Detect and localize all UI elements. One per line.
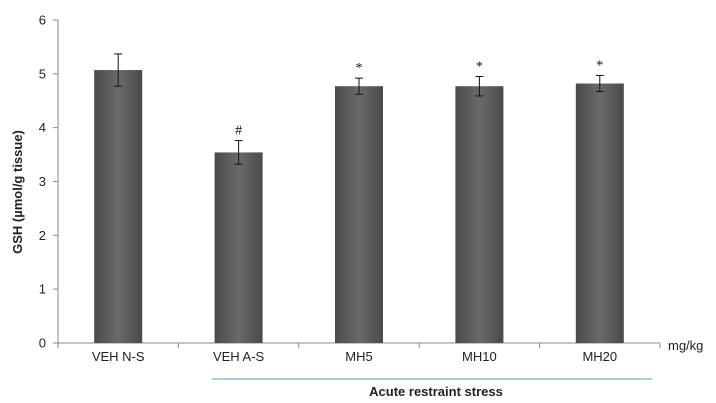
y-tick-label: 1 [39,282,46,297]
y-tick-label: 0 [39,336,46,351]
significance-marker: * [596,58,603,73]
x-category-label: MH5 [345,349,372,364]
y-axis: 0 1 2 3 4 5 6 [39,13,59,351]
bar [94,70,143,343]
bar [455,86,504,343]
bar [575,83,624,344]
significance-marker: # [235,124,242,139]
x-category-label: MH20 [582,349,617,364]
significance-marker: * [476,60,483,75]
y-tick-label: 4 [39,120,46,135]
significance-marker: * [356,61,363,76]
y-tick-label: 5 [39,66,46,81]
y-tick-label: 6 [39,13,46,28]
y-tick-label: 2 [39,228,46,243]
x-category-label: VEH A-S [213,349,265,364]
x-category-label: VEH N-S [92,349,145,364]
bar [214,152,263,343]
group-label: Acute restraint stress [369,384,503,399]
x-axis-unit-label: mg/kg [668,338,703,353]
y-axis-label: GSH (µmol/g tissue) [10,130,25,254]
bar [335,86,383,343]
y-tick-label: 3 [39,174,46,189]
x-category-label: MH10 [462,349,497,364]
bars: # * * * [94,53,624,344]
x-axis: VEH N-S VEH A-S MH5 MH10 MH20 [57,342,661,364]
